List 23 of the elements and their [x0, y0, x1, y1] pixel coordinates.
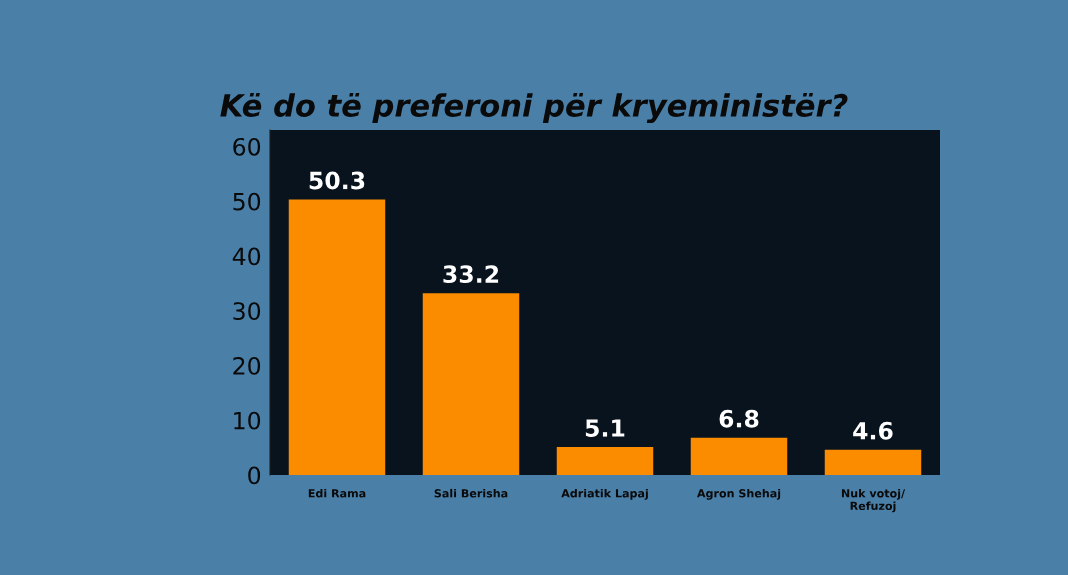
bar [690, 437, 788, 475]
y-tick-label: 50 [233, 192, 261, 211]
chart-title: Kë do të preferoni për kryeministër? [220, 92, 848, 124]
y-tick-label: 0 [248, 466, 261, 485]
x-tick-label: Adriatik Lapaj [561, 488, 648, 500]
bar [288, 199, 386, 475]
data-label: 50.3 [309, 171, 365, 190]
y-tick-label: 40 [232, 247, 261, 266]
x-tick-label: Edi Rama [308, 488, 366, 498]
y-tick-label: 20 [233, 356, 261, 375]
data-label: 5.1 [585, 419, 625, 437]
x-tick-label: Nuk votoj/ Refuzoj [841, 488, 906, 513]
bar [824, 449, 922, 475]
data-label: 33.2 [443, 265, 499, 284]
data-label: 6.8 [719, 409, 759, 428]
y-tick-label: 30 [233, 302, 261, 321]
bar [422, 293, 520, 475]
x-tick-label: Agron Shehaj [697, 488, 781, 500]
x-tick-label: Sali Berisha [434, 488, 508, 498]
data-label: 4.6 [853, 421, 893, 440]
y-tick-label: 10 [234, 411, 261, 430]
bar [556, 447, 654, 475]
y-tick-label: 60 [233, 137, 261, 156]
